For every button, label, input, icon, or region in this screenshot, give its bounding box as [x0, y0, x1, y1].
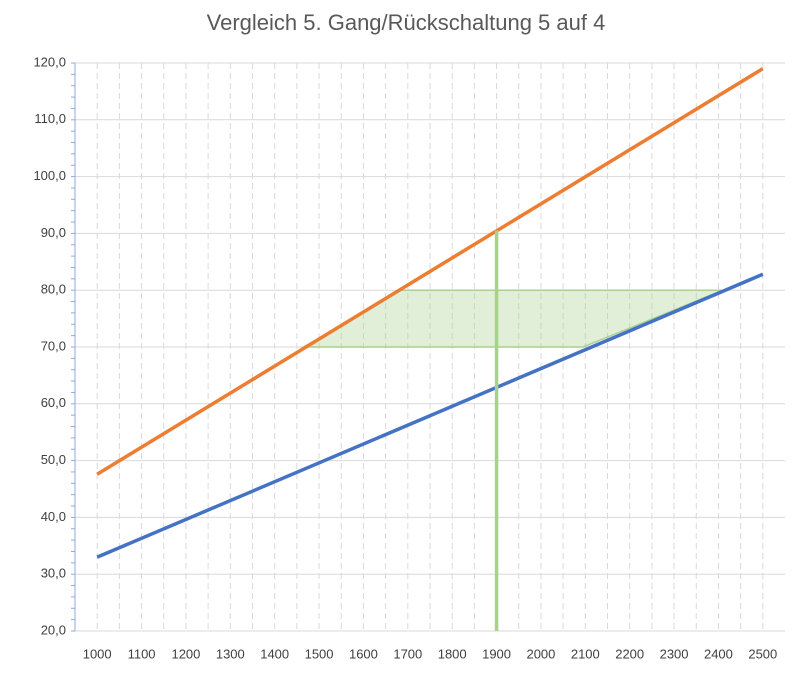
y-tick-label: 90,0 [41, 225, 66, 240]
x-tick-label: 1200 [171, 646, 200, 661]
x-tick-label: 1800 [438, 646, 467, 661]
x-tick-label: 1300 [216, 646, 245, 661]
x-tick-label: 2100 [571, 646, 600, 661]
x-tick-label: 2500 [748, 646, 777, 661]
x-tick-label: 2400 [704, 646, 733, 661]
y-tick-label: 70,0 [41, 338, 66, 353]
x-tick-label: 1900 [482, 646, 511, 661]
chart-title: Vergleich 5. Gang/Rückschaltung 5 auf 4 [207, 10, 606, 35]
x-tick-label: 2300 [660, 646, 689, 661]
x-tick-label: 2000 [526, 646, 555, 661]
y-tick-label: 50,0 [41, 452, 66, 467]
y-tick-label: 80,0 [41, 282, 66, 297]
y-tick-label: 110,0 [34, 111, 66, 126]
y-tick-label: 30,0 [41, 566, 66, 581]
x-tick-label: 1100 [128, 646, 156, 661]
x-tick-label: 1700 [393, 646, 422, 661]
y-tick-label: 120,0 [33, 54, 66, 69]
y-tick-label: 60,0 [41, 395, 66, 410]
x-tick-label: 1500 [305, 646, 334, 661]
x-tick-label: 1400 [260, 646, 289, 661]
y-tick-label: 20,0 [41, 622, 66, 637]
x-tick-label: 1000 [83, 646, 112, 661]
x-tick-label: 2200 [615, 646, 644, 661]
line [96, 67, 764, 476]
y-tick-label: 40,0 [41, 509, 66, 524]
x-tick-label: 1600 [349, 646, 378, 661]
line [96, 272, 764, 559]
y-tick-label: 100,0 [33, 168, 66, 183]
